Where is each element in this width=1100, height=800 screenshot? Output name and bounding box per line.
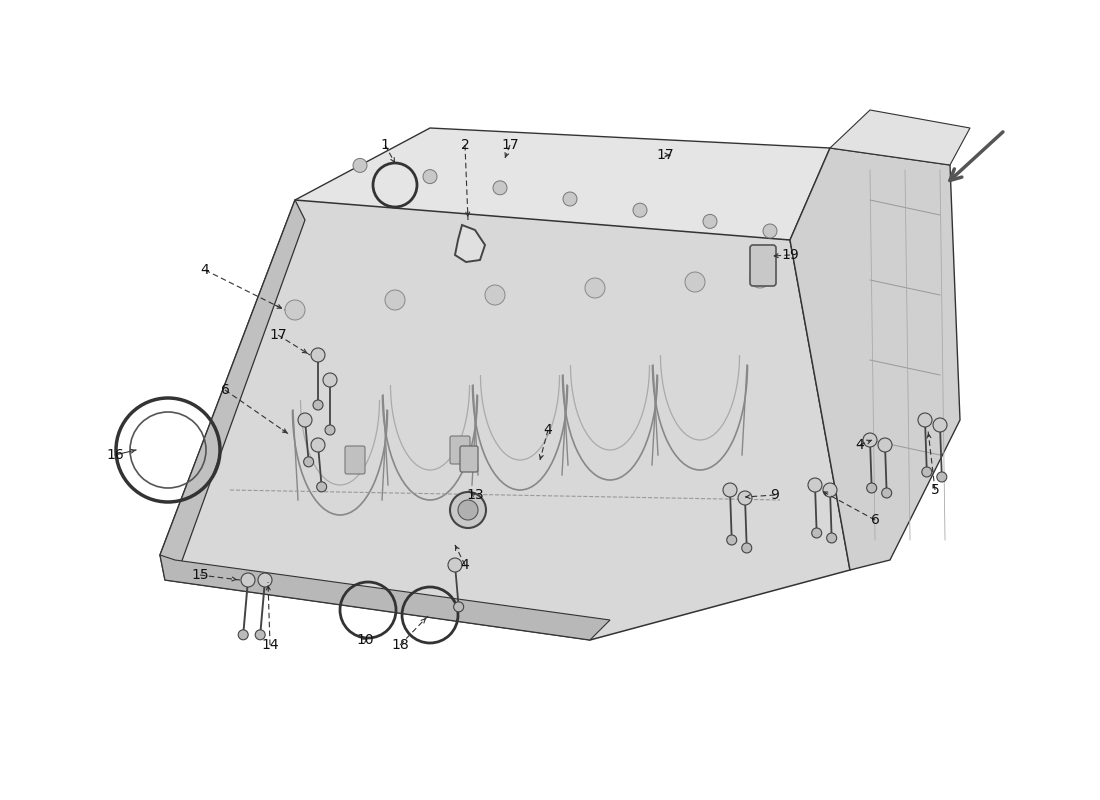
Circle shape bbox=[311, 348, 324, 362]
Circle shape bbox=[255, 630, 265, 640]
Circle shape bbox=[298, 413, 312, 427]
Circle shape bbox=[703, 214, 717, 229]
Circle shape bbox=[823, 483, 837, 497]
Polygon shape bbox=[160, 200, 850, 640]
Circle shape bbox=[324, 425, 336, 435]
Circle shape bbox=[750, 268, 770, 288]
Circle shape bbox=[723, 483, 737, 497]
FancyBboxPatch shape bbox=[450, 436, 470, 464]
Text: 17: 17 bbox=[270, 328, 287, 342]
Circle shape bbox=[314, 400, 323, 410]
Circle shape bbox=[241, 573, 255, 587]
Text: 16: 16 bbox=[106, 448, 124, 462]
Polygon shape bbox=[455, 225, 485, 262]
Circle shape bbox=[385, 290, 405, 310]
Text: 9: 9 bbox=[771, 488, 780, 502]
Circle shape bbox=[738, 491, 752, 505]
Text: 19: 19 bbox=[781, 248, 799, 262]
Text: 1985: 1985 bbox=[614, 286, 826, 414]
Circle shape bbox=[458, 500, 478, 520]
Text: 18: 18 bbox=[392, 638, 409, 652]
Circle shape bbox=[878, 438, 892, 452]
Circle shape bbox=[317, 482, 327, 492]
Text: 4: 4 bbox=[856, 438, 865, 452]
Polygon shape bbox=[830, 110, 970, 165]
Circle shape bbox=[285, 300, 305, 320]
Circle shape bbox=[323, 373, 337, 387]
Text: 15: 15 bbox=[191, 568, 209, 582]
Circle shape bbox=[448, 558, 462, 572]
Polygon shape bbox=[790, 148, 960, 570]
Circle shape bbox=[937, 472, 947, 482]
Circle shape bbox=[867, 483, 877, 493]
Circle shape bbox=[922, 467, 932, 477]
Text: 2: 2 bbox=[461, 138, 470, 152]
FancyBboxPatch shape bbox=[750, 245, 776, 286]
Text: 4: 4 bbox=[543, 423, 552, 437]
Circle shape bbox=[632, 203, 647, 218]
Circle shape bbox=[239, 630, 249, 640]
Circle shape bbox=[827, 533, 837, 543]
FancyBboxPatch shape bbox=[345, 446, 365, 474]
Circle shape bbox=[353, 158, 367, 172]
Circle shape bbox=[918, 413, 932, 427]
Text: eurocores: eurocores bbox=[280, 298, 839, 562]
Text: 17: 17 bbox=[502, 138, 519, 152]
Text: a passion for parts: a passion for parts bbox=[329, 430, 711, 590]
Text: 6: 6 bbox=[870, 513, 879, 527]
Circle shape bbox=[453, 602, 464, 612]
Text: 6: 6 bbox=[221, 383, 230, 397]
Circle shape bbox=[882, 488, 892, 498]
Text: 14: 14 bbox=[261, 638, 278, 652]
Circle shape bbox=[864, 433, 877, 447]
Polygon shape bbox=[160, 555, 610, 640]
Circle shape bbox=[311, 438, 324, 452]
Circle shape bbox=[304, 457, 313, 467]
Text: 4: 4 bbox=[461, 558, 470, 572]
Circle shape bbox=[450, 492, 486, 528]
Polygon shape bbox=[295, 128, 830, 240]
Text: 17: 17 bbox=[657, 148, 674, 162]
Text: 1: 1 bbox=[381, 138, 389, 152]
Polygon shape bbox=[160, 200, 305, 580]
Circle shape bbox=[493, 181, 507, 194]
Text: 13: 13 bbox=[466, 488, 484, 502]
Circle shape bbox=[258, 573, 272, 587]
Circle shape bbox=[812, 528, 822, 538]
Circle shape bbox=[808, 478, 822, 492]
Circle shape bbox=[563, 192, 578, 206]
Circle shape bbox=[933, 418, 947, 432]
Text: 4: 4 bbox=[200, 263, 209, 277]
Circle shape bbox=[727, 535, 737, 545]
Circle shape bbox=[585, 278, 605, 298]
Circle shape bbox=[424, 170, 437, 184]
FancyBboxPatch shape bbox=[460, 446, 478, 472]
Circle shape bbox=[485, 285, 505, 305]
Circle shape bbox=[685, 272, 705, 292]
Text: 10: 10 bbox=[356, 633, 374, 647]
Circle shape bbox=[741, 543, 751, 553]
Text: 5: 5 bbox=[931, 483, 939, 497]
Circle shape bbox=[763, 224, 777, 238]
